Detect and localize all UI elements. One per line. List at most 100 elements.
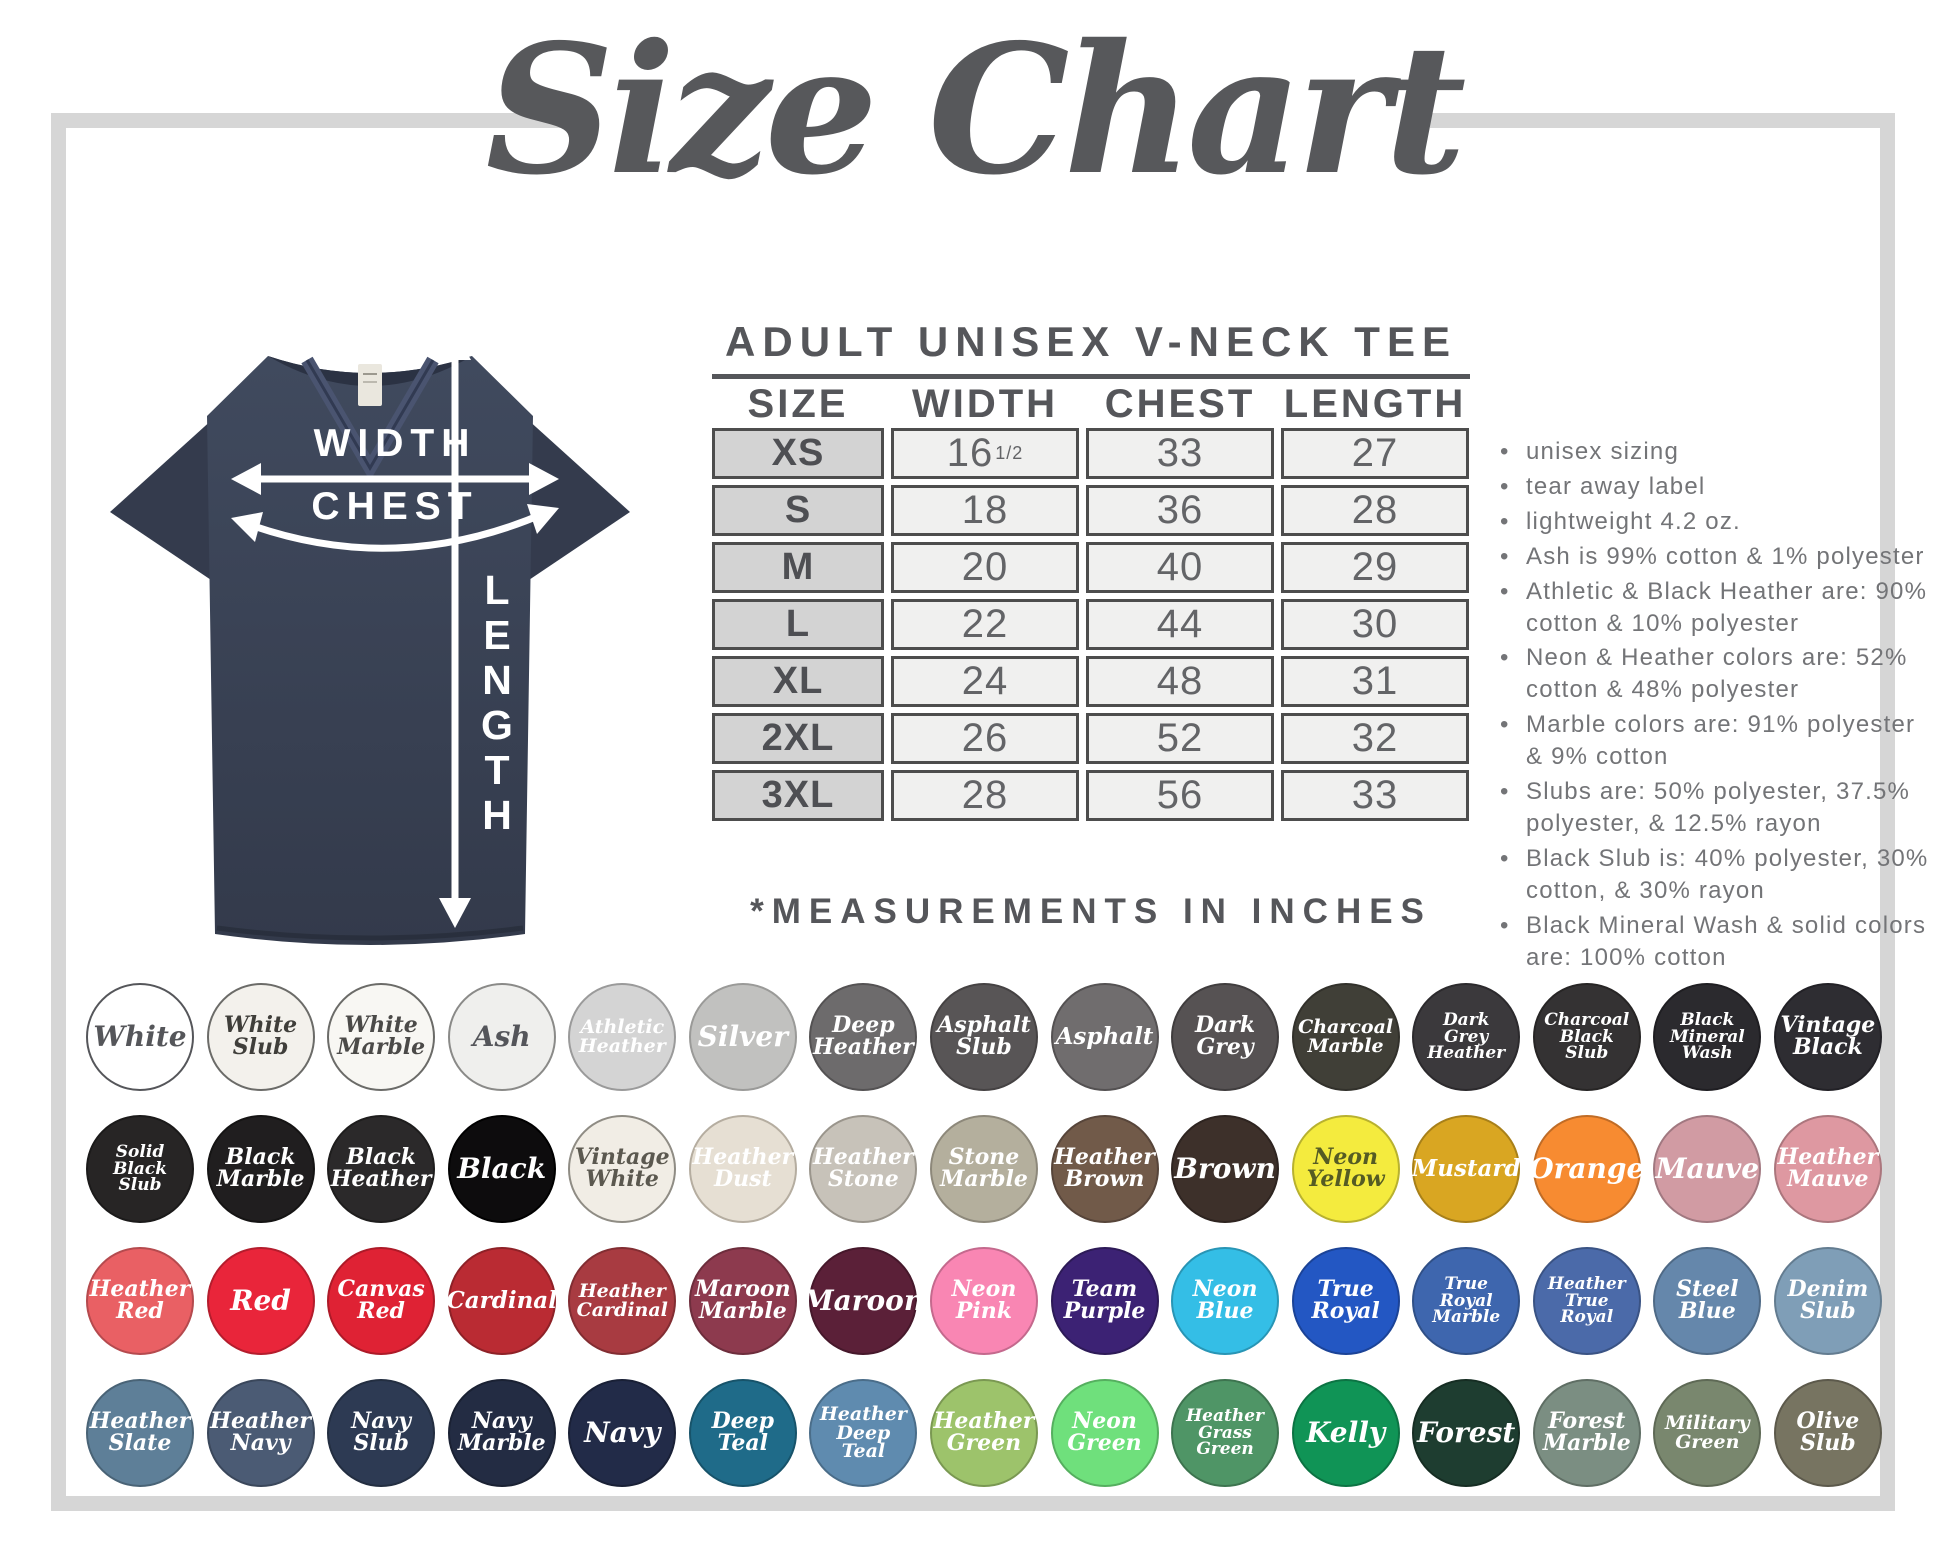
swatch-label-line: Canvas [337,1276,425,1303]
width-cell: 28 [891,770,1079,821]
swatch-label-line: Vintage [1780,1012,1876,1039]
swatch-label-line: Mustard [1411,1154,1521,1182]
color-swatch-asphalt: Asphalt [1050,983,1159,1091]
notes-list: unisex sizingtear away labellightweight … [1498,436,1934,974]
width-arrowhead-left [231,463,261,495]
size-cell: L [712,599,884,650]
color-swatch-forest-marble: Forest Marble [1532,1379,1641,1487]
swatch-label-line: Dark [1442,1010,1490,1031]
size-table-headers: SIZE WIDTH CHEST LENGTH [712,382,1470,427]
swatch-label-line: Mauve [1655,1152,1760,1186]
swatch-label-line: Heather [1427,1043,1506,1064]
swatch-label-line: Navy [471,1408,532,1435]
note-item: Black Slub is: 40% polyester, 30% cotton… [1498,843,1934,907]
color-swatch-ash: Ash [447,983,556,1091]
swatch-label-line: Cardinal [576,1299,668,1321]
swatch-label-line: Dust [714,1166,772,1192]
swatch-label-line: Red [230,1284,291,1318]
note-item: Athletic & Black Heather are: 90% cotton… [1498,576,1934,640]
swatch-label-line: Military [1664,1412,1750,1435]
width-cell: 22 [891,599,1079,650]
swatch-label-line: Heather [578,1035,666,1057]
length-cell: 31 [1281,656,1469,707]
swatch-label-line: Mineral [1669,1026,1745,1047]
swatch-label-line: Red [357,1298,405,1324]
color-swatch-orange: Orange [1529,1115,1644,1223]
chest-cell: 44 [1086,599,1274,650]
color-swatch-dark-grey-heather: Dark Grey Heather [1412,983,1521,1091]
color-swatch-silver: Silver [688,983,797,1091]
swatch-label-line: Neon [1192,1276,1258,1303]
width-label: WIDTH [314,422,477,465]
swatch-label-line: Slub [1565,1043,1609,1064]
size-cell: S [712,485,884,536]
note-item: unisex sizing [1498,436,1934,468]
swatch-label-line: Forest [1417,1416,1516,1450]
width-cell: 26 [891,713,1079,764]
swatch-row: Solid Black Slub Black Marble Black Heather Bla… [86,1115,1882,1223]
swatch-label-line: White [93,1020,187,1054]
swatch-label-line: Stone [948,1144,1020,1171]
swatch-label-line: Slub [1800,1430,1856,1456]
swatch-label-line: Green [1067,1430,1142,1456]
swatch-label-line: Asphalt [937,1012,1031,1039]
width-cell: 18 [891,485,1079,536]
swatch-label-line: Black [346,1144,417,1171]
color-swatch-true-royal: True Royal [1291,1247,1400,1355]
swatch-label-line: Slub [232,1034,289,1060]
product-heading: ADULT UNISEX V-NECK TEE [712,318,1470,379]
swatch-label-line: Deep Teal [836,1421,891,1463]
note-item: Black Mineral Wash & solid colors are: 1… [1498,910,1934,974]
swatch-label-line: Slub [1800,1298,1856,1324]
color-swatch-neon-yellow: Neon Yellow [1291,1115,1400,1223]
chest-cell: 52 [1086,713,1274,764]
color-swatch-steel-blue: Steel Blue [1653,1247,1762,1355]
color-swatch-black-mineral-wash: Black Mineral Wash [1653,983,1762,1091]
color-swatch-heather-navy: Heather Navy [206,1379,315,1487]
swatch-label-line: True [1564,1290,1609,1311]
swatch-label-line: Green [1675,1431,1740,1453]
swatch-row: Heather Slate Heather Navy Navy Slub Navy Marbl… [86,1379,1882,1487]
swatch-label-line: True [1444,1274,1488,1295]
color-swatch-mauve: Mauve [1653,1115,1762,1223]
swatch-label-line: Black [1559,1026,1614,1047]
note-item: Slubs are: 50% polyester, 37.5% polyeste… [1498,776,1934,840]
swatch-label-line: Heather [692,1144,794,1171]
swatch-row: White White Slub White Marble Ash Athletic Heat… [86,983,1882,1091]
swatch-label-line: Navy [230,1430,291,1456]
swatch-label-line: Black [225,1144,296,1171]
color-swatch-military-green: Military Green [1653,1379,1762,1487]
size-cell: XL [712,656,884,707]
color-swatch-vintage-black: Vintage Black [1773,983,1882,1091]
length-cell: 32 [1281,713,1469,764]
swatch-label-line: Green [1196,1439,1254,1460]
note-item: Ash is 99% cotton & 1% polyester [1498,541,1934,573]
color-swatch-heather-deep-teal: Heather Deep Teal [809,1379,918,1487]
chest-cell: 40 [1086,542,1274,593]
swatch-label-line: Marble [939,1166,1028,1192]
size-cell: 2XL [712,713,884,764]
color-swatch-white-slub: White Slub [206,983,315,1091]
color-swatch-team-purple: Team Purple [1050,1247,1159,1355]
color-swatch-canvas-red: Canvas Red [327,1247,436,1355]
fraction-sup: 1/2 [995,443,1024,463]
swatch-label-line: Neon [1072,1408,1137,1435]
swatch-label-line: Dark [1194,1012,1256,1039]
swatch-label-line: Kelly [1306,1416,1386,1450]
column-header: SIZE [747,382,849,426]
swatch-label-line: Heather [1054,1144,1155,1171]
color-swatch-stone-marble: Stone Marble [929,1115,1038,1223]
swatch-label-line: Heather [330,1166,432,1192]
swatch-label-line: Red [116,1298,164,1324]
swatch-label-line: Wash [1682,1043,1733,1064]
swatch-label-line: Marble [337,1034,426,1060]
width-cell: 24 [891,656,1079,707]
swatch-label-line: Forest [1548,1408,1626,1435]
swatch-label-line: Slub [956,1034,1012,1060]
frame-top-right-segment [1430,113,1895,128]
color-swatch-neon-pink: Neon Pink [929,1247,1038,1355]
color-swatch-red: Red [206,1247,315,1355]
chest-cell: 56 [1086,770,1274,821]
